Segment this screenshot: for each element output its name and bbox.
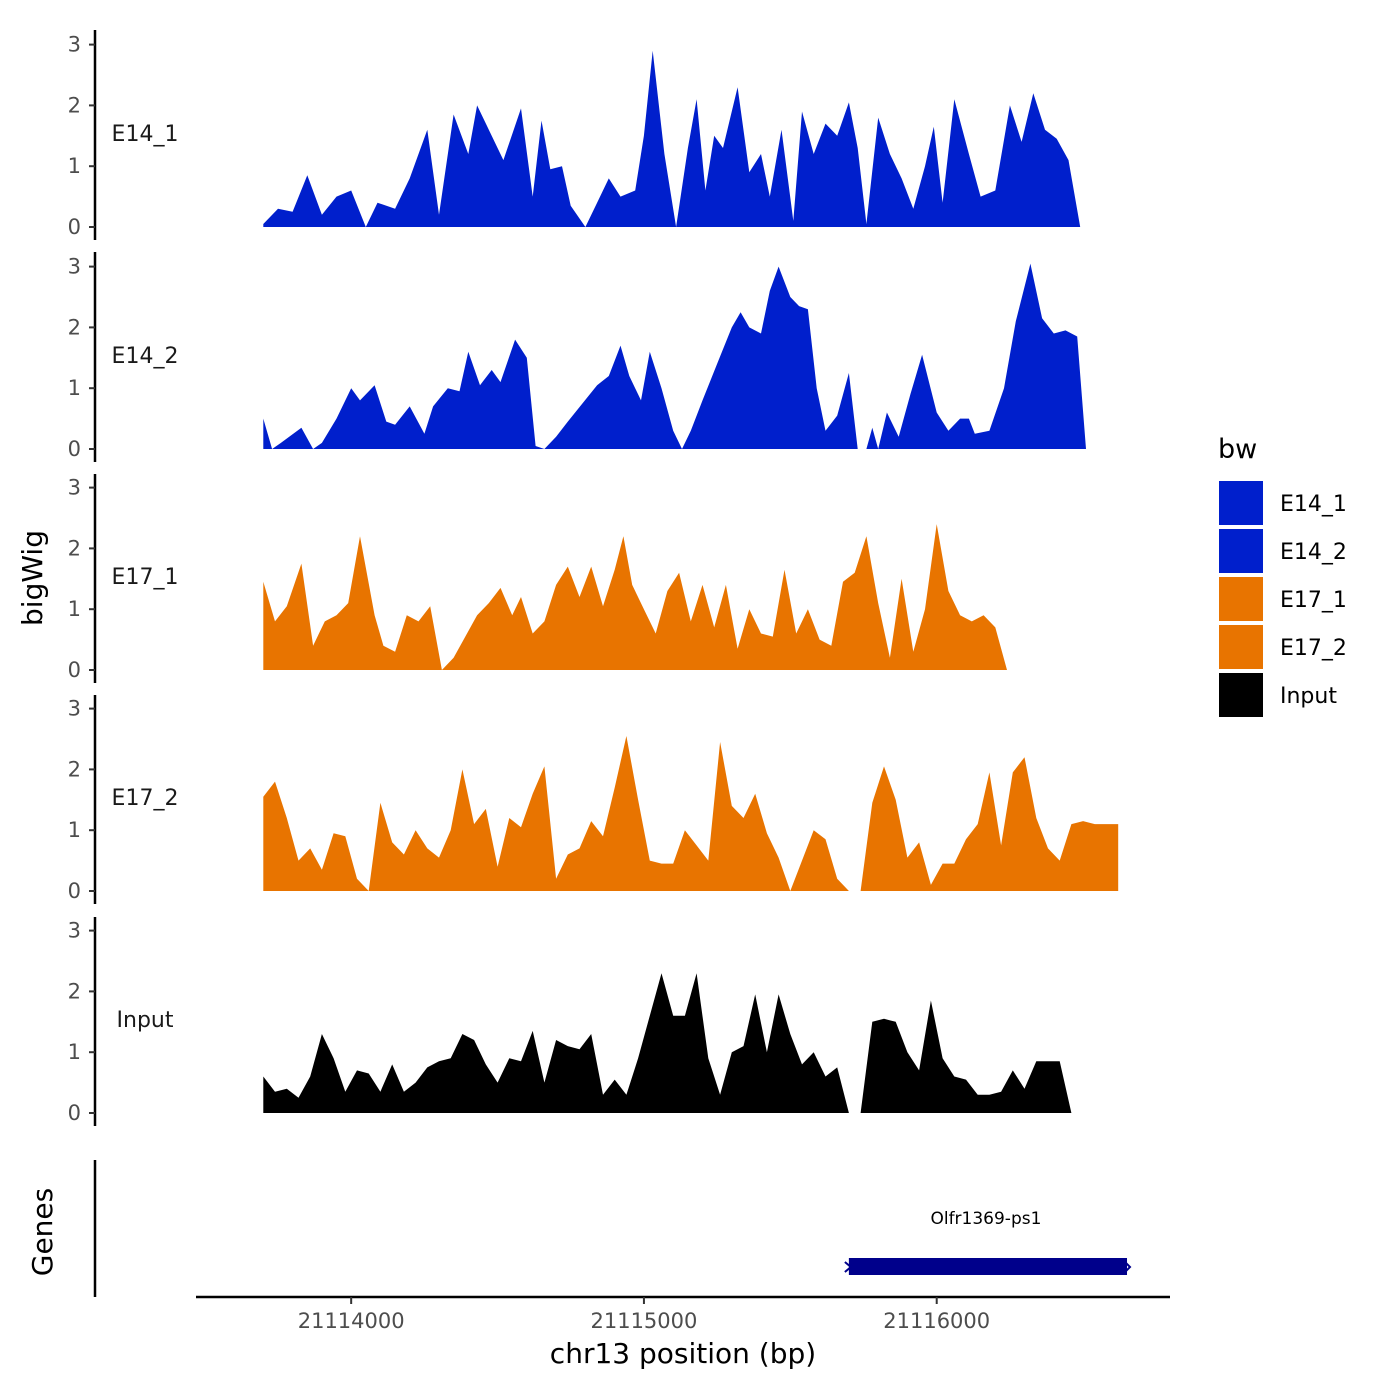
track-label: E14_1 xyxy=(112,122,179,147)
y-tick-label: 1 xyxy=(68,154,81,178)
y-tick-label: 3 xyxy=(68,33,81,57)
track-label: E17_2 xyxy=(112,786,179,811)
legend-label: E14_2 xyxy=(1280,540,1347,565)
y-tick-label: 2 xyxy=(68,315,81,339)
legend-swatch xyxy=(1219,577,1263,621)
legend-item: E17_1 xyxy=(1219,577,1347,621)
y-tick-label: 0 xyxy=(68,1101,81,1125)
y-tick-label: 3 xyxy=(68,255,81,279)
y-tick-label: 3 xyxy=(68,919,81,943)
y-tick-label: 1 xyxy=(68,818,81,842)
y-tick-label: 1 xyxy=(68,376,81,400)
x-tick-label: 21115000 xyxy=(590,1309,697,1333)
x-axis: 21114000 21115000 21116000 xyxy=(196,1295,1170,1333)
legend-item: E14_2 xyxy=(1219,529,1347,573)
y-tick-label: 2 xyxy=(68,536,81,560)
legend: bw E14_1 E14_2 E17_1 E17_2 Input xyxy=(1218,434,1347,717)
coverage-area-e14-2 xyxy=(263,263,1122,449)
coverage-area-input xyxy=(263,973,1119,1113)
y-tick-label: 2 xyxy=(68,979,81,1003)
legend-item: E14_1 xyxy=(1219,481,1347,525)
legend-swatch xyxy=(1219,529,1263,573)
y-tick-label: 2 xyxy=(68,93,81,117)
gene-feature: Olfr1369-ps1 xyxy=(844,1209,1132,1275)
track-e17-1: 0 1 2 3 E17_1 xyxy=(68,474,1119,683)
y-tick-label: 0 xyxy=(68,215,81,239)
y-tick-label: 1 xyxy=(68,597,81,621)
x-tick-label: 21114000 xyxy=(298,1309,405,1333)
legend-label: E17_2 xyxy=(1280,636,1347,661)
legend-swatch xyxy=(1219,625,1263,669)
genes-axis-title: Genes xyxy=(26,1188,59,1276)
legend-swatch xyxy=(1219,673,1263,717)
bigwig-tracks: 0 1 2 3 E14_1 0 1 2 3 E14_2 0 1 2 3 E17_1 0 1 2 3 E17_2 0 1 2 3… xyxy=(68,30,1122,1126)
y-tick-label: 1 xyxy=(68,1040,81,1064)
gene-track: Olfr1369-ps1 xyxy=(93,1160,1132,1297)
legend-item: Input xyxy=(1219,673,1337,717)
legend-item: E17_2 xyxy=(1219,625,1347,669)
coverage-area-e17-1 xyxy=(263,524,1119,670)
y-tick-label: 0 xyxy=(68,658,81,682)
y-tick-label: 0 xyxy=(68,437,81,461)
strand-arrow xyxy=(844,1261,853,1273)
legend-swatch xyxy=(1219,481,1263,525)
gene-label: Olfr1369-ps1 xyxy=(930,1209,1041,1229)
coverage-area-e17-2 xyxy=(263,736,1119,891)
strand-arrow xyxy=(1124,1261,1132,1273)
legend-label: E17_1 xyxy=(1280,588,1347,613)
legend-label: Input xyxy=(1280,684,1337,709)
legend-title: bw xyxy=(1218,434,1257,465)
y-tick-label: 2 xyxy=(68,757,81,781)
y-tick-label: 0 xyxy=(68,879,81,903)
track-label: Input xyxy=(117,1008,174,1033)
y-tick-label: 3 xyxy=(68,476,81,500)
track-e14-2: 0 1 2 3 E14_2 xyxy=(68,252,1122,462)
coverage-area-e14-1 xyxy=(263,50,1119,228)
track-e17-2: 0 1 2 3 E17_2 xyxy=(68,695,1119,904)
track-label: E14_2 xyxy=(112,344,179,369)
x-axis-title: chr13 position (bp) xyxy=(550,1337,816,1370)
x-tick-label: 21116000 xyxy=(883,1309,990,1333)
gene-body xyxy=(848,1258,1128,1275)
y-tick-label: 3 xyxy=(68,697,81,721)
track-input: 0 1 2 3 Input xyxy=(68,917,1119,1126)
track-e14-1: 0 1 2 3 E14_1 xyxy=(68,30,1119,240)
track-label: E17_1 xyxy=(112,565,179,590)
y-axis-title: bigWig xyxy=(16,530,49,626)
legend-label: E14_1 xyxy=(1280,492,1347,517)
